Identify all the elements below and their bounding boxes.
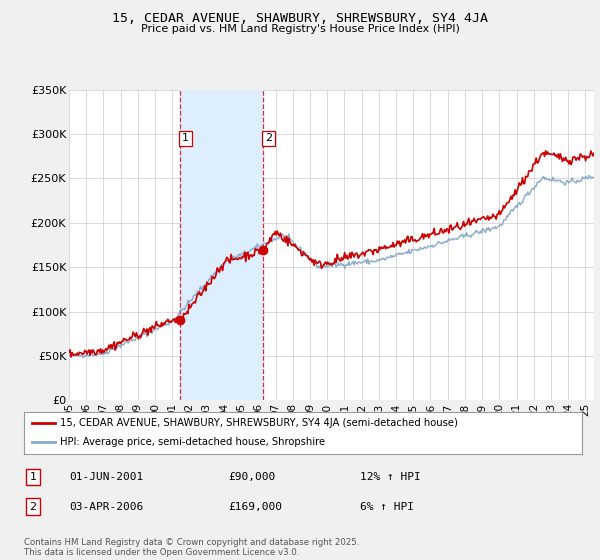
Text: £169,000: £169,000 [228,502,282,512]
Text: £90,000: £90,000 [228,472,275,482]
Text: 01-JUN-2001: 01-JUN-2001 [69,472,143,482]
Bar [179,90,263,400]
Text: 15, CEDAR AVENUE, SHAWBURY, SHREWSBURY, SY4 4JA: 15, CEDAR AVENUE, SHAWBURY, SHREWSBURY, … [112,12,488,25]
Text: Contains HM Land Registry data © Crown copyright and database right 2025.
This d: Contains HM Land Registry data © Crown c… [24,538,359,557]
Text: 15, CEDAR AVENUE, SHAWBURY, SHREWSBURY, SY4 4JA (semi-detached house): 15, CEDAR AVENUE, SHAWBURY, SHREWSBURY, … [60,418,458,428]
Text: 2: 2 [265,133,272,143]
Text: 12% ↑ HPI: 12% ↑ HPI [360,472,421,482]
Text: Price paid vs. HM Land Registry's House Price Index (HPI): Price paid vs. HM Land Registry's House … [140,24,460,34]
Text: 1: 1 [29,472,37,482]
Text: 2: 2 [29,502,37,512]
Text: 03-APR-2006: 03-APR-2006 [69,502,143,512]
Text: 6% ↑ HPI: 6% ↑ HPI [360,502,414,512]
Text: HPI: Average price, semi-detached house, Shropshire: HPI: Average price, semi-detached house,… [60,437,325,447]
Text: 1: 1 [182,133,189,143]
